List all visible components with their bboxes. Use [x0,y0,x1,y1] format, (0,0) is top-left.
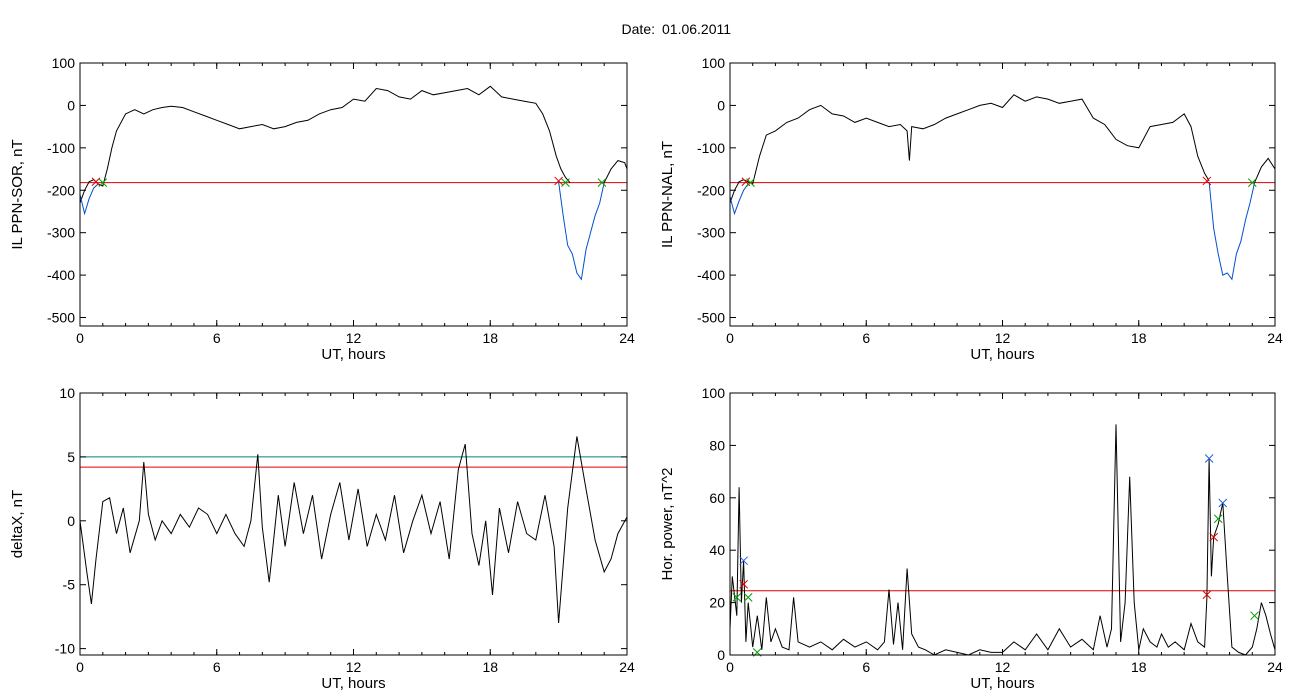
x-tick-label: 18 [1131,330,1147,346]
y-tick-label: -500 [697,310,725,326]
y-tick-label: 10 [59,385,75,401]
y-tick-label: 0 [67,97,75,113]
y-axis-label: deltaX, nT [9,490,26,558]
x-tick-label: 12 [995,330,1011,346]
event-marker [1209,532,1219,542]
x-tick-label: 24 [619,659,635,675]
y-tick-label: 0 [717,647,725,663]
date-label: Date: [622,21,655,37]
chart-panel-il_nal: 0 6 12 18 24 -500 -400 -300 -200 -100 0 100 UT, hour… [659,55,1283,363]
chart-panel-il_sor: 0 6 12 18 24 -500 -400 -300 -200 -100 0 100 UT, hour… [9,55,635,363]
x-tick-label: 24 [619,330,635,346]
plot-frame [729,62,1276,327]
x-tick-label: 0 [76,330,84,346]
y-tick-label: 100 [702,55,726,71]
y-tick-label: 100 [52,55,76,71]
y-tick-label: -100 [47,140,75,156]
event-marker [1218,498,1228,508]
event-marker [732,593,742,602]
y-tick-label: 100 [702,385,726,401]
event-marker [554,176,563,186]
x-tick-label: 0 [726,659,734,675]
x-tick-label: 24 [1267,659,1283,675]
x-axis-label: UT, hours [970,346,1034,363]
series-line [79,436,628,624]
x-tick-label: 24 [1267,330,1283,346]
plot-frame [79,392,628,656]
series-line [603,160,628,183]
y-tick-label: 5 [67,449,75,465]
y-tick-label: -500 [47,310,75,326]
event-marker [1204,454,1214,463]
event-marker [743,593,753,602]
event-marker [561,178,570,187]
x-tick-label: 6 [862,659,870,675]
series-line [729,424,1276,656]
x-tick-label: 0 [76,659,84,675]
event-marker [739,579,748,589]
series-line [79,85,571,204]
y-tick-label: 20 [709,595,725,611]
y-tick-label: -300 [697,225,725,241]
event-marker [1202,590,1212,600]
chart-panel-hor_power: 0 6 12 18 24 0 20 40 60 80 100 UT, hours Hor. power,… [659,385,1283,692]
y-tick-label: 0 [67,513,75,529]
y-tick-label: 60 [709,490,725,506]
x-tick-label: 18 [482,330,498,346]
x-axis-label: UT, hours [321,346,385,363]
y-tick-label: -400 [697,267,725,283]
x-tick-label: 12 [995,659,1011,675]
x-tick-label: 6 [213,330,221,346]
event-marker [746,178,755,187]
series-line [79,183,99,216]
y-tick-label: -300 [47,225,75,241]
y-tick-label: -200 [697,182,725,198]
x-tick-label: 0 [726,330,734,346]
x-tick-label: 18 [1131,659,1147,675]
date-value: 01.06.2011 [662,21,731,37]
x-tick-label: 18 [482,659,498,675]
x-tick-label: 12 [346,330,362,346]
series-line [558,181,605,281]
chart-panel-deltax: 0 6 12 18 24 -10 -5 0 5 10 UT, hours deltaX, nT [9,385,635,692]
event-marker [739,556,748,566]
x-tick-label: 6 [213,659,221,675]
plot-frame [729,392,1276,656]
series-line [729,94,1210,204]
series-line [1208,181,1256,281]
event-marker [1213,514,1223,524]
event-marker [98,178,108,187]
plot-frame [79,62,628,327]
x-axis-label: UT, hours [321,675,385,692]
y-tick-label: 40 [709,542,725,558]
y-axis-label: IL PPN-SOR, nT [9,139,26,249]
x-axis-label: UT, hours [970,675,1034,692]
y-tick-label: -5 [63,577,76,593]
y-tick-label: 80 [709,437,725,453]
y-tick-label: -10 [55,641,75,657]
event-marker [1250,611,1259,621]
y-tick-label: -200 [47,182,75,198]
y-tick-label: -100 [697,140,725,156]
x-tick-label: 12 [346,659,362,675]
y-axis-label: Hor. power, nT^2 [659,468,676,581]
date-header: Date: 01.06.2011 [622,21,732,37]
y-tick-label: 0 [717,97,725,113]
series-line [729,183,749,216]
event-marker [597,178,607,187]
y-tick-label: -400 [47,267,75,283]
x-tick-label: 6 [862,330,870,346]
event-marker [1202,176,1212,186]
event-marker [1247,178,1257,187]
series-line [1254,157,1276,183]
y-axis-label: IL PPN-NAL, nT [659,141,676,248]
